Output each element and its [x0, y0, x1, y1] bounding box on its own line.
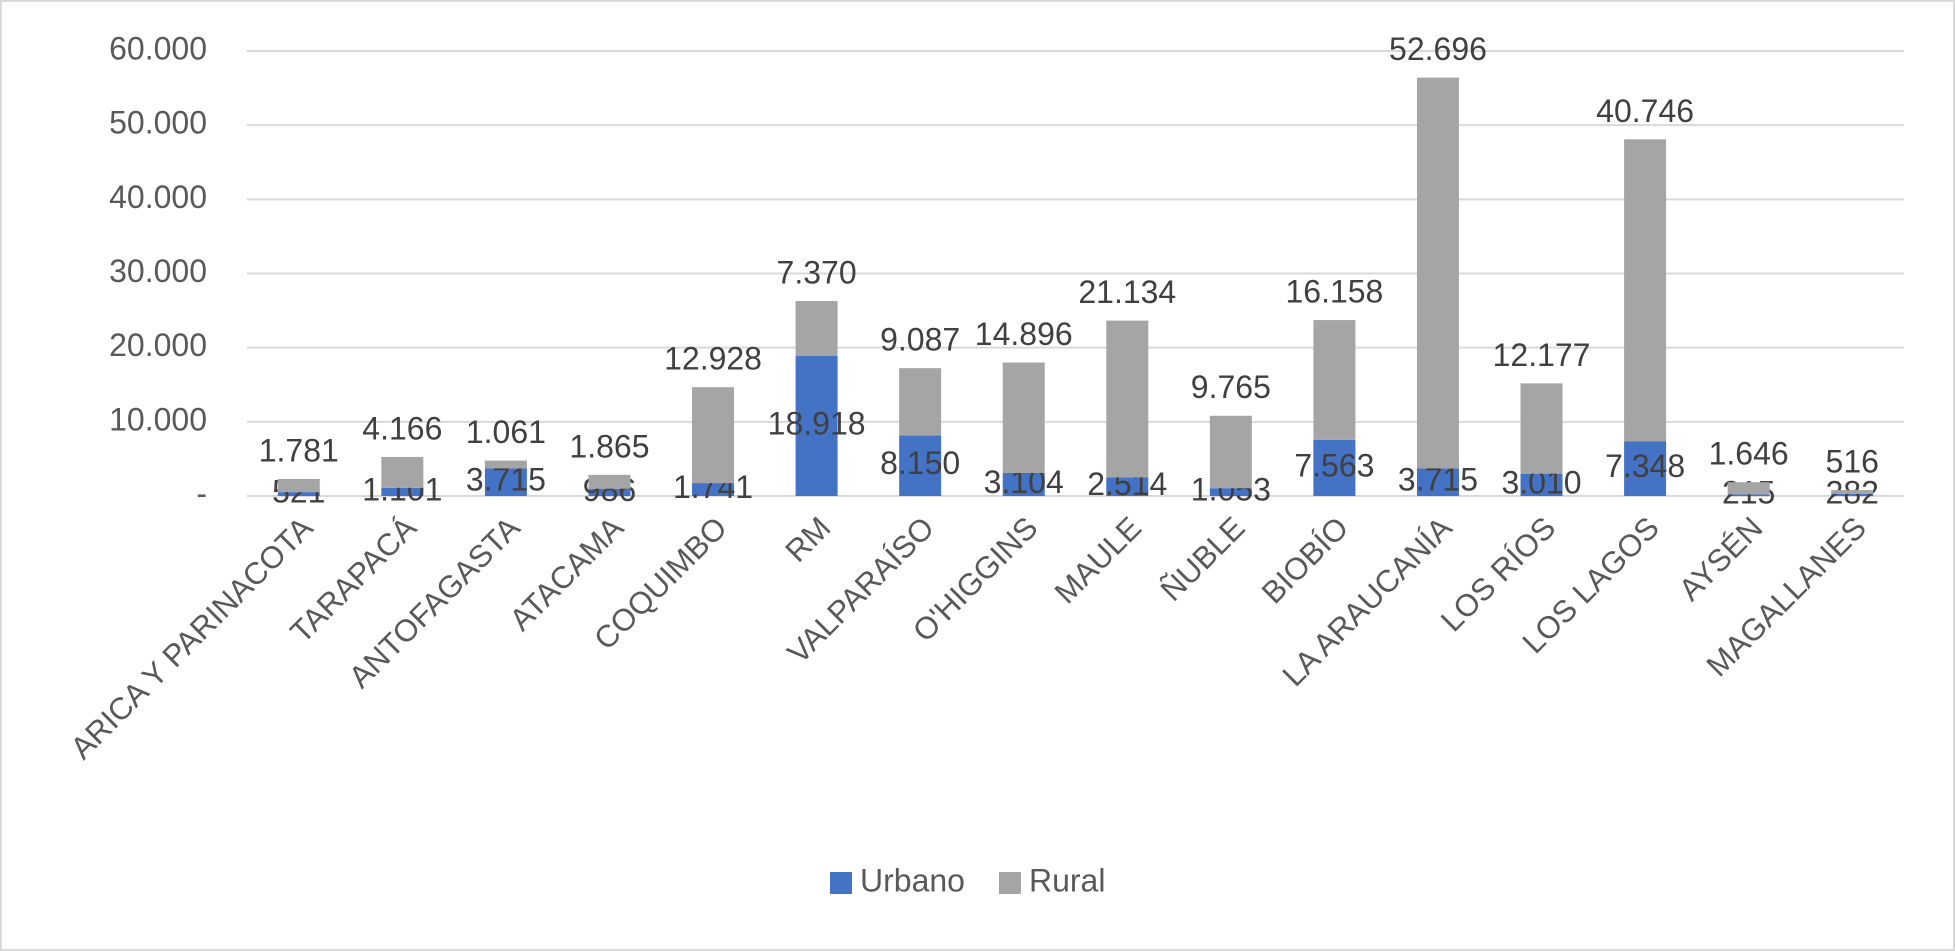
- data-label: 12.177: [1493, 337, 1591, 373]
- bar-segment: [1831, 493, 1874, 496]
- bar-segment: [1520, 383, 1563, 474]
- bar-segment: [381, 456, 424, 488]
- data-label: 52.696: [1389, 31, 1487, 67]
- bar-segment: [1727, 482, 1770, 495]
- y-tick-label: 60.000: [109, 30, 207, 66]
- bar-segment: [795, 355, 838, 496]
- legend-swatch: [830, 872, 852, 894]
- data-label: 14.896: [975, 316, 1073, 352]
- bar-segment: [795, 301, 838, 356]
- data-label: 4.166: [362, 410, 442, 446]
- data-label: 7.563: [1294, 447, 1374, 483]
- y-tick-label: 30.000: [109, 253, 207, 289]
- data-label: 8.150: [880, 445, 960, 481]
- bar-segment: [588, 474, 631, 489]
- data-label: 12.928: [664, 341, 762, 377]
- data-label: 1.865: [569, 428, 649, 464]
- bar-segment: [277, 478, 320, 493]
- bar-segment: [1520, 473, 1563, 496]
- bar-segment: [1624, 441, 1667, 496]
- y-tick-label: 10.000: [109, 401, 207, 437]
- data-label: 9.765: [1191, 369, 1271, 405]
- bar-segment: [1209, 415, 1252, 489]
- data-label: 21.134: [1078, 274, 1176, 310]
- data-label: 1.646: [1709, 436, 1789, 472]
- bar-segment: [1416, 468, 1459, 496]
- bar-segment: [588, 488, 631, 496]
- data-label: 7.370: [777, 254, 857, 290]
- bar-segment: [899, 435, 942, 496]
- bar-segment: [1106, 477, 1149, 496]
- bar-segment: [484, 460, 527, 469]
- data-label: 40.746: [1596, 93, 1694, 129]
- bar-segment: [1002, 362, 1045, 473]
- data-label: 516: [1826, 444, 1879, 480]
- bar-segment: [381, 487, 424, 496]
- bar-segment: [692, 387, 735, 484]
- legend-label: Rural: [1029, 862, 1105, 898]
- bar-segment: [1416, 77, 1459, 469]
- bar-segment: [899, 368, 942, 436]
- bar-segment: [692, 483, 735, 496]
- legend-swatch: [998, 872, 1021, 894]
- data-label: 18.918: [768, 405, 866, 441]
- y-tick-label: 50.000: [109, 105, 207, 141]
- data-label: 16.158: [1285, 274, 1383, 310]
- data-label: 1.061: [466, 414, 546, 450]
- bar-segment: [1209, 488, 1252, 496]
- data-label: 9.087: [880, 322, 960, 358]
- legend-label: Urbano: [860, 862, 965, 898]
- bar-segment: [1624, 139, 1667, 442]
- bar-segment: [1313, 320, 1356, 440]
- data-label: 7.348: [1605, 448, 1685, 484]
- y-tick-label: -: [196, 475, 207, 511]
- bar-segment: [1727, 494, 1770, 496]
- bar-segment: [1106, 320, 1149, 478]
- bar-segment: [1002, 472, 1045, 496]
- bar-segment: [1313, 439, 1356, 496]
- bar-segment: [277, 492, 320, 496]
- bar-segment: [484, 468, 527, 496]
- data-label: 1.781: [259, 432, 339, 468]
- bar-segment: [1831, 490, 1874, 494]
- y-tick-label: 40.000: [109, 179, 207, 215]
- y-tick-label: 20.000: [109, 327, 207, 363]
